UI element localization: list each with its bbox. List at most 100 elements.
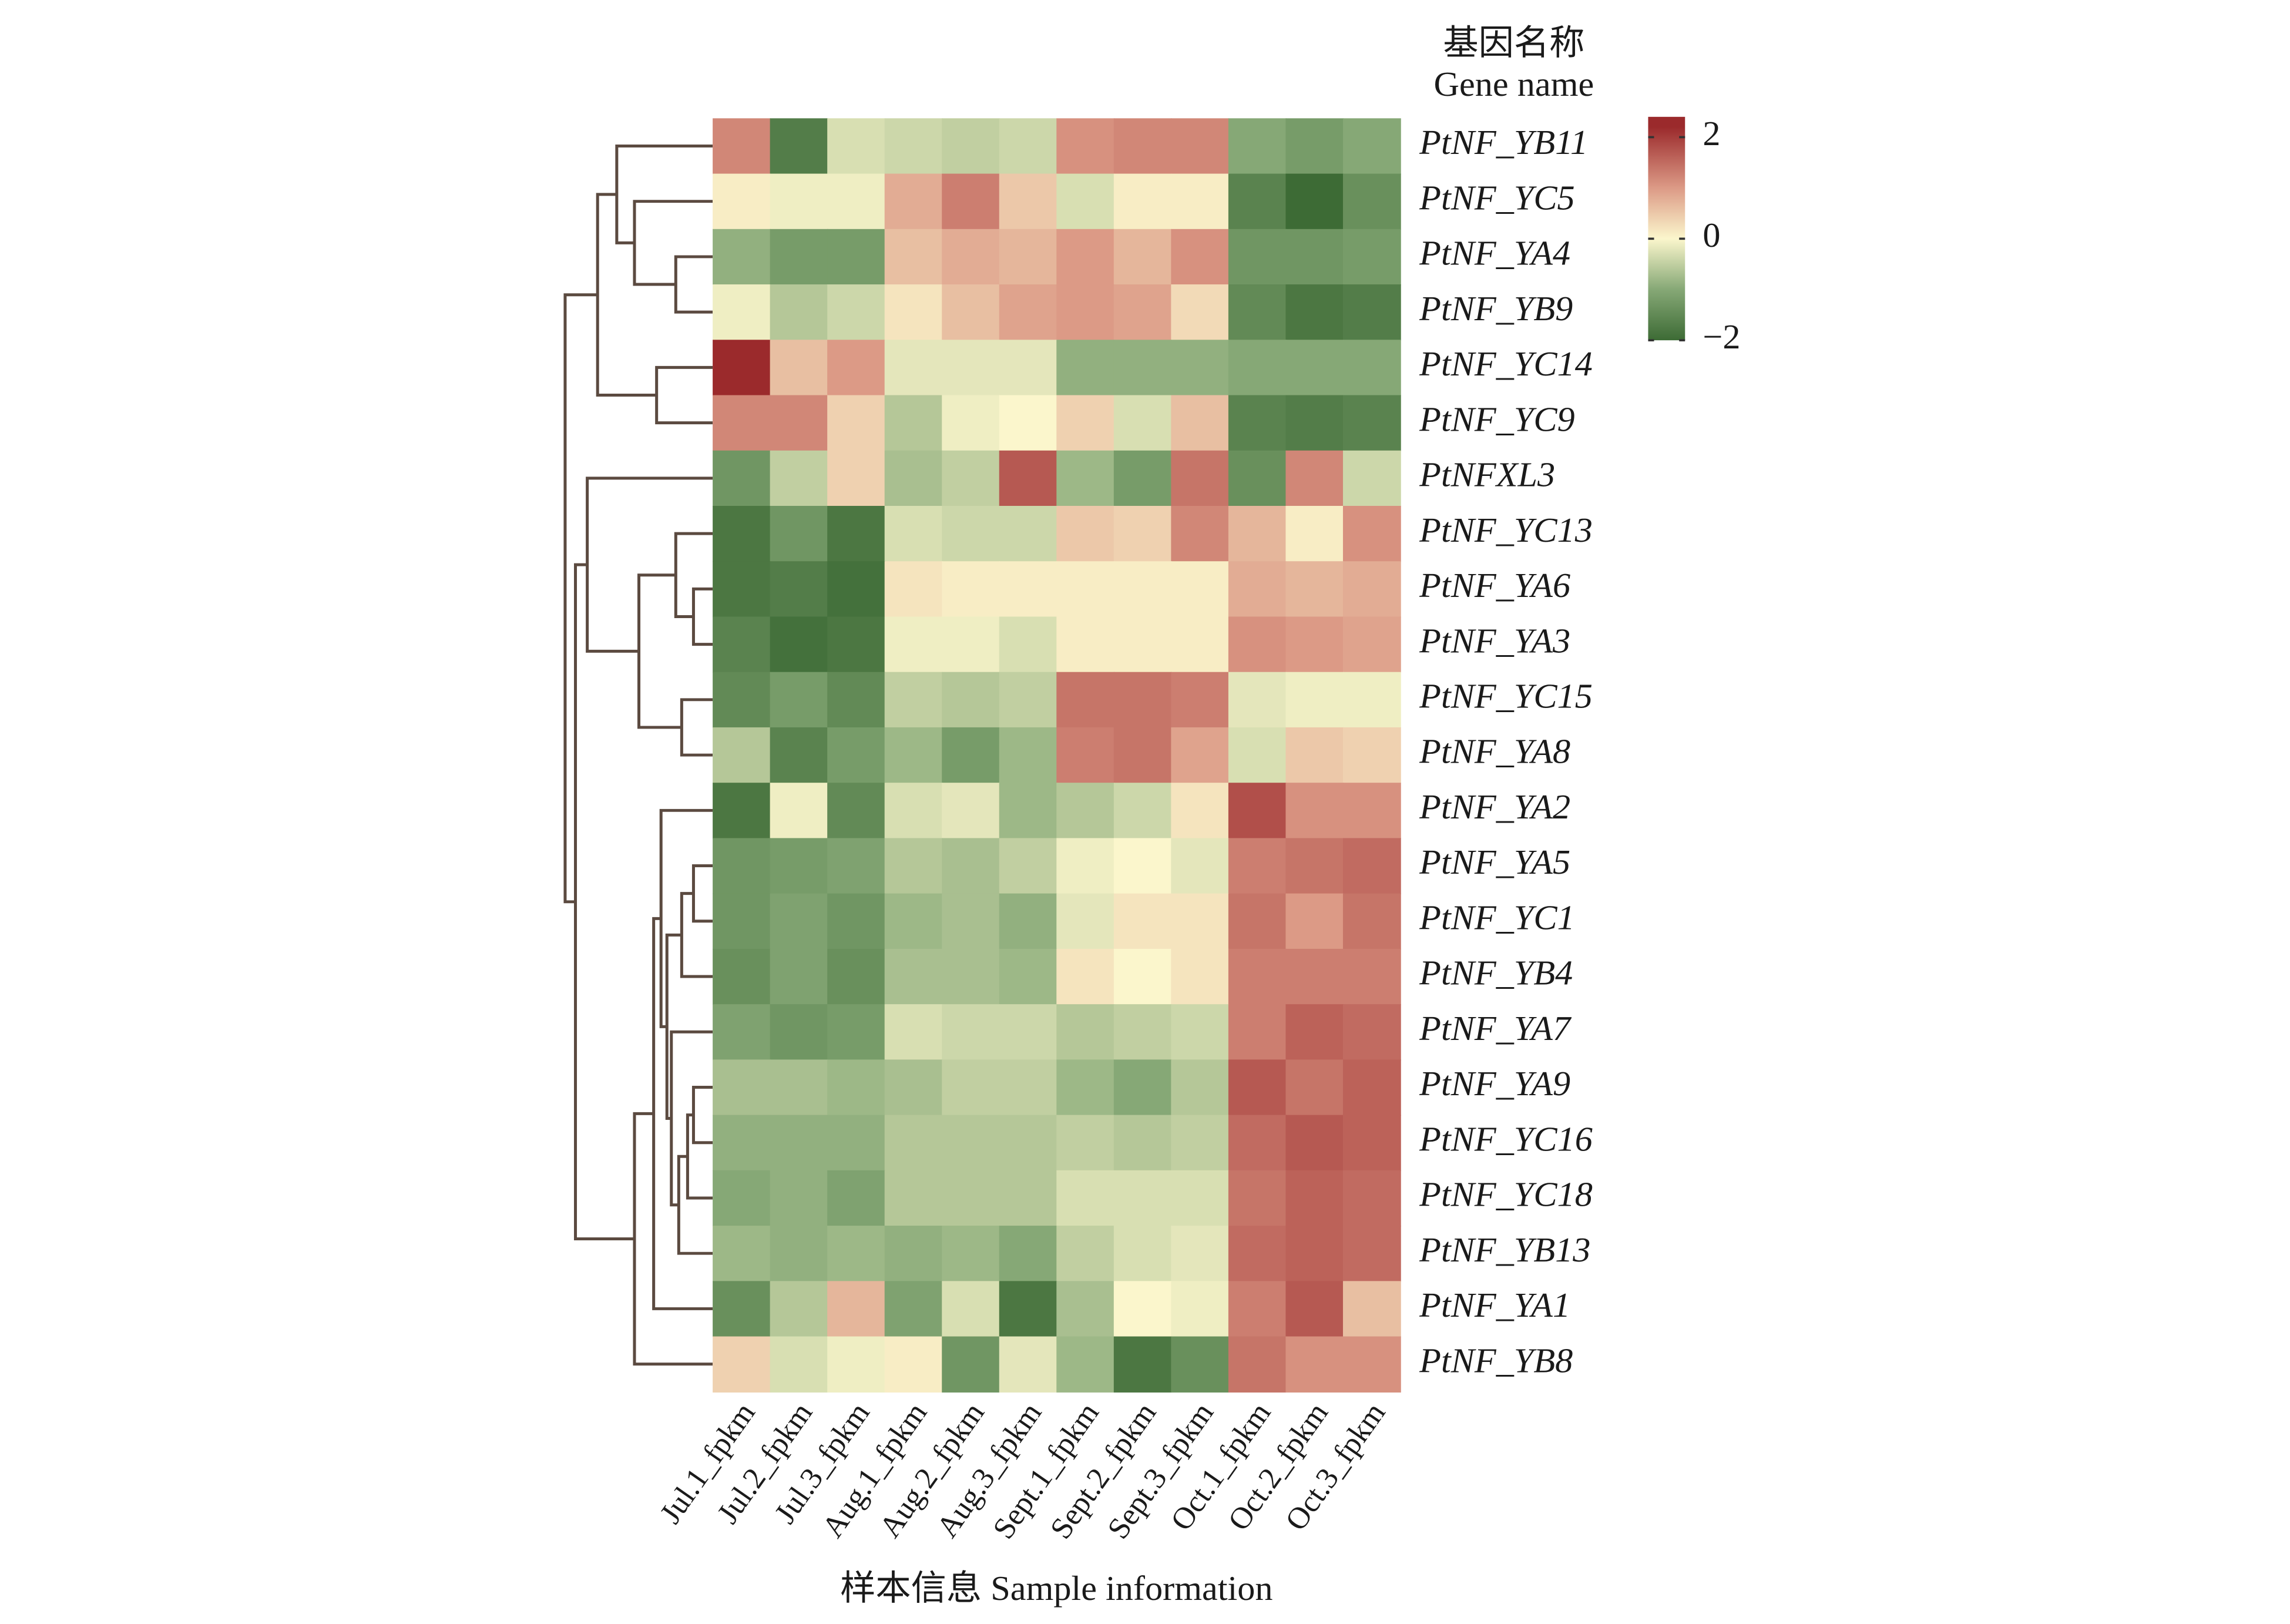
heatmap-cell xyxy=(1228,948,1287,1005)
heatmap-cell xyxy=(1285,727,1344,784)
heatmap-cell xyxy=(1342,838,1401,894)
heatmap-cell xyxy=(770,1170,828,1227)
dendrogram-branch xyxy=(633,1112,713,1366)
heatmap-cell xyxy=(884,229,943,286)
heatmap-cell xyxy=(770,118,828,175)
dendrogram-branch xyxy=(691,1085,713,1145)
heatmap-cell xyxy=(770,1226,828,1282)
heatmap-cell xyxy=(942,340,1000,396)
heatmap-cell xyxy=(827,727,885,784)
heatmap-cell xyxy=(1056,1336,1115,1393)
colorbar-tick-label: −2 xyxy=(1703,317,1740,356)
heatmap-cell xyxy=(942,395,1000,451)
heatmap-cell xyxy=(1342,727,1401,784)
heatmap-cell xyxy=(1228,1115,1287,1172)
heatmap-cell xyxy=(1285,1281,1344,1337)
heatmap-cell xyxy=(1342,1226,1401,1282)
heatmap-cell xyxy=(1171,838,1230,894)
dendrogram-branch xyxy=(633,200,713,286)
heatmap-cell xyxy=(827,118,885,175)
x-axis-label: 样本信息 Sample information xyxy=(840,1569,1272,1608)
heatmap-cell xyxy=(1056,838,1115,894)
gene-label: PtNF_YA5 xyxy=(1419,843,1570,882)
gene-axis-label: Gene name xyxy=(1434,65,1594,103)
heatmap-cell xyxy=(1285,173,1344,230)
heatmap-cell xyxy=(999,395,1057,451)
heatmap-cell xyxy=(1113,672,1172,729)
heatmap-cell xyxy=(1171,948,1230,1005)
heatmap-cell xyxy=(713,838,771,894)
heatmap-cell xyxy=(942,616,1000,673)
heatmap-cell xyxy=(1113,893,1172,950)
heatmap-cell xyxy=(1113,1226,1172,1282)
heatmap-cell xyxy=(1342,1336,1401,1393)
heatmap-cell xyxy=(942,948,1000,1005)
heatmap-cell xyxy=(770,672,828,729)
heatmap-cell xyxy=(1342,948,1401,1005)
heatmap-cell xyxy=(1056,1059,1115,1116)
heatmap-cell xyxy=(1228,1004,1287,1061)
gene-label: PtNF_YA3 xyxy=(1419,622,1570,660)
heatmap-cell xyxy=(1171,672,1230,729)
gene-label: PtNF_YA1 xyxy=(1419,1286,1570,1324)
heatmap-cell xyxy=(884,1170,943,1227)
dendrogram-branch xyxy=(691,864,713,923)
heatmap-cell xyxy=(884,561,943,618)
dendrogram-branch xyxy=(659,808,713,1028)
heatmap-cell xyxy=(1228,1170,1287,1227)
heatmap-cell xyxy=(1171,561,1230,618)
heatmap-cell xyxy=(1228,893,1287,950)
heatmap-cell xyxy=(770,1281,828,1337)
heatmap-cell xyxy=(770,229,828,286)
heatmap-cell xyxy=(827,340,885,396)
heatmap-cell xyxy=(1285,616,1344,673)
heatmap-cell xyxy=(1171,229,1230,286)
heatmap-cell xyxy=(884,284,943,341)
heatmap-cell xyxy=(770,1115,828,1172)
heatmap-cell xyxy=(884,1281,943,1337)
heatmap-cell xyxy=(770,1059,828,1116)
heatmap-cell xyxy=(1285,1004,1344,1061)
heatmap-cell xyxy=(1056,229,1115,286)
dendrogram-branch xyxy=(615,144,713,244)
gene-label: PtNF_YC9 xyxy=(1419,400,1575,439)
heatmap-cell xyxy=(1285,672,1344,729)
heatmap-cell xyxy=(884,395,943,451)
colorbar xyxy=(1648,116,1685,341)
heatmap-cell xyxy=(1342,1115,1401,1172)
gene-label: PtNF_YC1 xyxy=(1419,898,1575,937)
heatmap-cell xyxy=(999,229,1057,286)
heatmap-cell xyxy=(1171,118,1230,175)
dendrogram-branch xyxy=(596,193,657,397)
heatmap-cell xyxy=(884,1336,943,1393)
heatmap-cell xyxy=(1171,1170,1230,1227)
heatmap-cell xyxy=(1342,1004,1401,1061)
heatmap-cell xyxy=(713,616,771,673)
heatmap-cell xyxy=(884,838,943,894)
heatmap-cell xyxy=(1228,340,1287,396)
dendrogram-branch xyxy=(680,892,713,978)
heatmap-cell xyxy=(1228,1336,1287,1393)
dendrogram-branch xyxy=(655,365,713,425)
heatmap-cell xyxy=(1285,450,1344,507)
heatmap-cell xyxy=(1228,616,1287,673)
heatmap-cell xyxy=(1171,893,1230,950)
heatmap-cell xyxy=(1171,1336,1230,1393)
heatmap-cell xyxy=(1342,561,1401,618)
heatmap-cell xyxy=(770,173,828,230)
gene-label: PtNF_YC14 xyxy=(1419,344,1593,383)
heatmap-cell xyxy=(1342,229,1401,286)
heatmap-cell xyxy=(884,1226,943,1282)
colorbar-tick-label: 2 xyxy=(1703,114,1720,153)
heatmap-cell xyxy=(1285,1059,1344,1116)
heatmap-cell xyxy=(884,1115,943,1172)
heatmap-cell xyxy=(1171,1004,1230,1061)
gene-label: PtNF_YC16 xyxy=(1419,1120,1593,1159)
heatmap-cell xyxy=(1228,395,1287,451)
heatmap-cell xyxy=(942,450,1000,507)
dendrogram-branch xyxy=(686,1113,713,1200)
gene-label: PtNF_YB4 xyxy=(1419,954,1573,992)
heatmap-cell xyxy=(884,893,943,950)
heatmap-cell xyxy=(1285,893,1344,950)
